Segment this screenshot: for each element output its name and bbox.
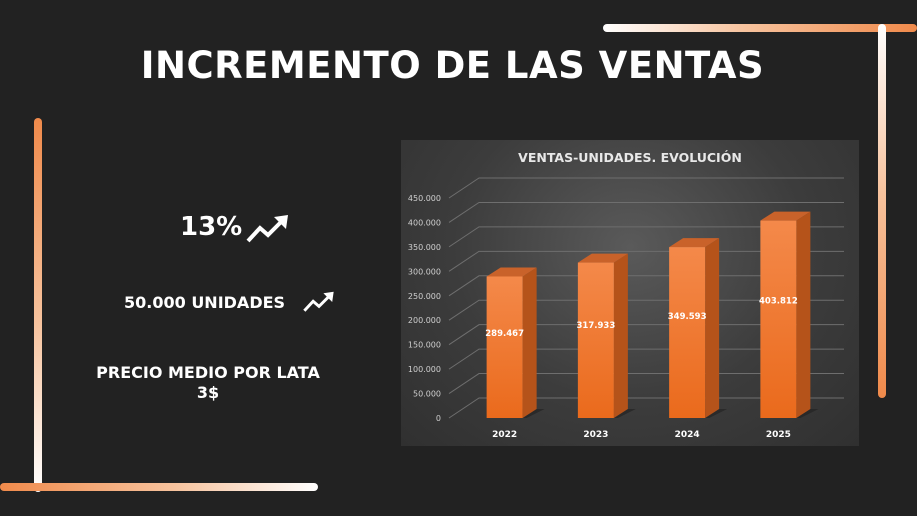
gridline xyxy=(448,250,844,272)
x-tick-label: 2023 xyxy=(583,430,608,440)
gridline xyxy=(448,348,844,370)
gridline xyxy=(448,397,844,419)
x-tick-label: 2022 xyxy=(492,430,517,440)
gridline xyxy=(448,275,844,297)
gridline xyxy=(448,324,844,346)
page-title: INCREMENTO DE LAS VENTAS xyxy=(140,44,765,87)
gridline xyxy=(448,373,844,394)
bar-value-label: 349.593 xyxy=(668,312,707,322)
chart-title: VENTAS-UNIDADES. EVOLUCIÓN xyxy=(518,150,742,165)
bar-2022 xyxy=(486,267,545,418)
units-increase: 50.000 UNIDADES xyxy=(124,293,286,312)
gridline xyxy=(448,201,844,223)
x-tick-label: 2024 xyxy=(675,430,700,440)
x-tick-label: 2025 xyxy=(766,430,791,440)
y-tick-label: 400.000 xyxy=(408,218,441,227)
average-price-label: PRECIO MEDIO POR LATA xyxy=(96,363,320,382)
bar-value-label: 403.812 xyxy=(759,296,798,306)
y-tick-label: 250.000 xyxy=(408,292,441,301)
decor-bar-bottom xyxy=(0,483,318,491)
y-tick-label: 150.000 xyxy=(408,341,441,350)
y-tick-label: 200.000 xyxy=(408,316,441,325)
bar-chart: VENTAS-UNIDADES. EVOLUCIÓN 0 50.000 100.00… xyxy=(408,150,844,440)
y-tick-label: 0 xyxy=(436,414,441,423)
bar-2025 xyxy=(760,211,819,418)
trending-up-icon xyxy=(246,215,288,243)
decor-bar-left xyxy=(34,118,42,492)
gridline xyxy=(448,177,844,199)
y-tick-label: 450.000 xyxy=(408,194,441,203)
bar-2023 xyxy=(577,253,636,418)
gridline xyxy=(448,299,844,321)
decor-bar-top xyxy=(603,24,917,32)
growth-percent: 13% xyxy=(180,212,243,242)
bar-2024 xyxy=(669,238,728,418)
trending-up-icon xyxy=(303,291,334,312)
chart-panel: VENTAS-UNIDADES. EVOLUCIÓN 0 50.000 100.00… xyxy=(401,140,859,446)
average-price: PRECIO MEDIO POR LATA 3$ xyxy=(60,363,356,403)
y-tick-label: 350.000 xyxy=(408,243,441,252)
average-price-value: 3$ xyxy=(196,383,220,402)
y-tick-label: 300.000 xyxy=(408,267,441,276)
gridline xyxy=(448,226,844,248)
bar-value-label: 289.467 xyxy=(485,329,524,339)
bar-value-label: 317.933 xyxy=(577,321,616,331)
decor-bar-right xyxy=(878,24,886,398)
y-tick-label: 50.000 xyxy=(413,390,441,399)
y-tick-label: 100.000 xyxy=(408,365,441,374)
